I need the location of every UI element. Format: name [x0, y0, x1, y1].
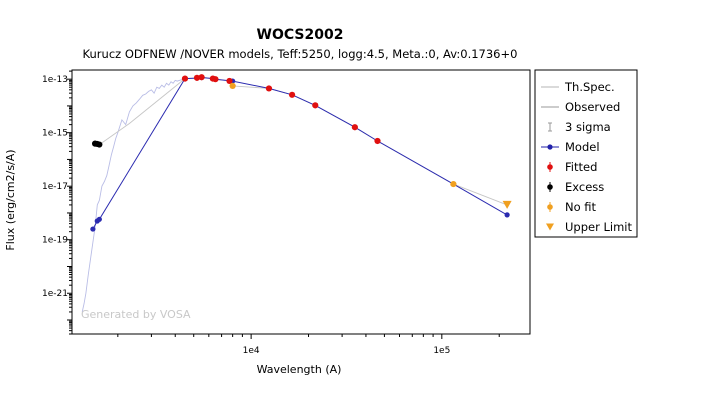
- model-point: [504, 212, 510, 218]
- fitted-point: [181, 75, 189, 82]
- legend: Th.Spec. Observed 3 sigma Model Fitted Excess…: [534, 69, 638, 238]
- legend-swatch: [547, 204, 553, 210]
- series-line-observed: [94, 76, 508, 206]
- legend-item: Fitted: [547, 160, 597, 174]
- model-point: [96, 216, 102, 222]
- upper-limit-point: [502, 200, 512, 209]
- legend-label: Observed: [565, 100, 620, 114]
- legend-item: Excess: [547, 180, 604, 194]
- chart-title: WOCS2002: [257, 27, 344, 43]
- fitted-point: [226, 77, 233, 85]
- fitted-point: [212, 76, 219, 83]
- series-line-model: [92, 76, 508, 230]
- y-tick-label: 1e-21: [42, 289, 68, 299]
- legend-item: Observed: [541, 100, 620, 114]
- chart-subtitle: Kurucz ODFNEW /NOVER models, Teff:5250, …: [83, 47, 518, 61]
- series-line-th-spec-: [81, 78, 184, 313]
- legend-label: Th.Spec.: [564, 80, 615, 94]
- legend-box: [534, 69, 638, 238]
- fitted-point: [351, 124, 358, 131]
- y-tick-label: 1e-17: [42, 182, 68, 192]
- legend-label: No fit: [565, 200, 597, 214]
- legend-label: Excess: [565, 180, 604, 194]
- plot-frame: [71, 69, 531, 335]
- x-minor-ticks: [117, 334, 500, 339]
- legend-label: Model: [565, 140, 600, 154]
- legend-item: Model: [541, 140, 600, 154]
- legend-item: Upper Limit: [546, 220, 632, 234]
- legend-label: 3 sigma: [565, 120, 611, 134]
- x-tick-label: 1e5: [433, 346, 450, 356]
- fitted-point: [265, 85, 273, 92]
- no-fit-point: [450, 180, 457, 188]
- legend-item: Th.Spec.: [541, 80, 615, 94]
- plot-area: 1e4 1e5 1e-13 1e-15 1e-17 1e-19 1e-21: [42, 69, 531, 356]
- legend-swatch: [547, 184, 553, 190]
- y-minor-ticks: [67, 70, 72, 335]
- fitted-point: [288, 91, 296, 98]
- y-tick-label: 1e-15: [42, 129, 68, 139]
- watermark: Generated by VOSA: [81, 308, 191, 321]
- legend-swatch: [547, 164, 553, 170]
- y-tick-label: 1e-13: [42, 75, 68, 85]
- legend-label: Upper Limit: [565, 220, 632, 234]
- fitted-point: [374, 137, 381, 145]
- x-tick-label: 1e4: [243, 346, 260, 356]
- fitted-point: [312, 102, 319, 109]
- legend-swatch: [547, 144, 553, 150]
- x-axis-label: Wavelength (A): [257, 363, 342, 376]
- fitted-point: [193, 74, 201, 81]
- legend-item: No fit: [547, 200, 597, 214]
- y-tick-label: 1e-19: [42, 236, 68, 246]
- legend-label: Fitted: [565, 160, 597, 174]
- y-axis-label: Flux (erg/cm2/s/A): [4, 149, 17, 250]
- model-point: [90, 226, 96, 232]
- fitted-point: [198, 74, 205, 81]
- series-group: [81, 74, 512, 313]
- no-fit-point: [229, 82, 236, 90]
- legend-item: 3 sigma: [548, 120, 611, 134]
- excess-point: [96, 141, 103, 148]
- legend-swatch: [546, 223, 554, 231]
